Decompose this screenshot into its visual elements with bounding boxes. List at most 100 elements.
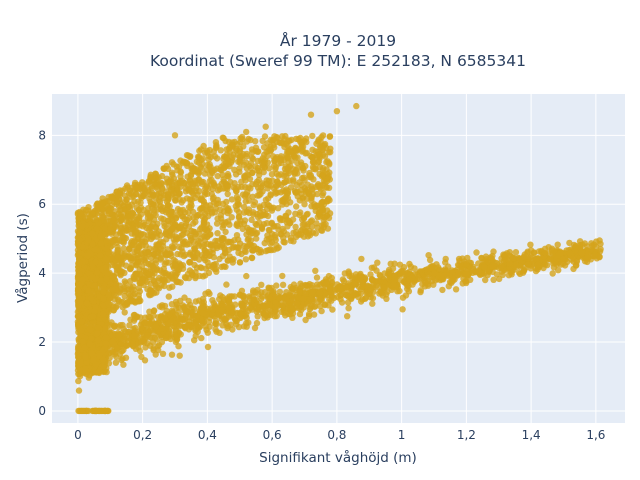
data-point bbox=[296, 289, 303, 296]
data-point bbox=[202, 252, 209, 259]
data-point bbox=[191, 167, 199, 175]
data-point bbox=[333, 108, 341, 115]
data-point bbox=[114, 192, 121, 199]
data-point bbox=[176, 352, 183, 359]
data-point bbox=[86, 213, 94, 221]
data-point bbox=[409, 281, 416, 288]
data-point bbox=[460, 275, 467, 282]
data-point bbox=[224, 172, 231, 180]
x-tick-label: 1,2 bbox=[457, 428, 476, 442]
data-point bbox=[236, 259, 244, 266]
data-point bbox=[493, 259, 501, 267]
data-point bbox=[213, 320, 220, 328]
data-point bbox=[481, 264, 488, 271]
data-point bbox=[229, 244, 236, 251]
data-point bbox=[520, 253, 527, 261]
data-point bbox=[357, 274, 364, 281]
data-point bbox=[75, 377, 82, 385]
data-point bbox=[316, 209, 323, 216]
data-point bbox=[122, 302, 129, 309]
data-point bbox=[216, 255, 223, 263]
data-point bbox=[179, 265, 187, 272]
data-point bbox=[235, 249, 242, 256]
data-point bbox=[178, 177, 186, 184]
data-point bbox=[152, 323, 159, 330]
data-point bbox=[243, 128, 250, 136]
data-point bbox=[279, 225, 286, 233]
data-point bbox=[147, 200, 155, 208]
data-point bbox=[207, 205, 214, 212]
data-point bbox=[374, 277, 382, 285]
data-point bbox=[238, 300, 246, 308]
data-point bbox=[141, 339, 148, 346]
data-point bbox=[572, 262, 580, 269]
data-point bbox=[89, 313, 97, 320]
data-point bbox=[105, 291, 112, 299]
data-point bbox=[238, 178, 245, 185]
data-point bbox=[407, 263, 415, 270]
data-point bbox=[157, 202, 164, 210]
data-point bbox=[493, 271, 501, 278]
data-point bbox=[138, 324, 145, 332]
data-point bbox=[490, 248, 497, 255]
data-point bbox=[242, 159, 250, 166]
data-point bbox=[268, 230, 276, 238]
data-point bbox=[399, 268, 406, 276]
data-point bbox=[344, 313, 351, 320]
data-point bbox=[146, 290, 153, 298]
y-tick-label: 4 bbox=[38, 266, 46, 280]
data-point bbox=[314, 224, 321, 231]
data-point bbox=[361, 295, 369, 302]
data-point bbox=[192, 298, 199, 305]
data-point bbox=[368, 264, 375, 271]
data-point bbox=[180, 158, 187, 165]
data-point bbox=[198, 304, 205, 312]
data-point bbox=[144, 332, 151, 339]
data-point bbox=[146, 245, 153, 252]
data-point bbox=[449, 278, 456, 285]
data-point bbox=[258, 295, 265, 302]
data-point bbox=[576, 238, 584, 245]
data-point bbox=[194, 328, 201, 335]
data-point bbox=[201, 201, 208, 208]
data-point bbox=[593, 238, 600, 245]
data-point bbox=[341, 270, 348, 277]
data-point bbox=[124, 221, 132, 229]
data-point bbox=[150, 346, 157, 354]
data-point bbox=[123, 227, 130, 234]
data-point bbox=[79, 407, 86, 415]
data-point bbox=[149, 234, 156, 241]
data-point bbox=[239, 191, 247, 198]
data-point bbox=[500, 251, 507, 258]
data-point bbox=[224, 190, 231, 198]
data-point bbox=[110, 291, 118, 298]
data-point bbox=[267, 192, 274, 199]
data-point bbox=[121, 309, 128, 316]
data-point bbox=[271, 133, 278, 140]
data-point bbox=[150, 192, 157, 199]
data-point bbox=[83, 358, 90, 366]
data-point bbox=[425, 270, 433, 278]
data-point bbox=[79, 276, 86, 283]
data-point bbox=[164, 165, 172, 172]
data-point bbox=[262, 123, 269, 130]
data-point bbox=[273, 242, 280, 249]
data-point bbox=[265, 285, 273, 292]
data-point bbox=[273, 170, 280, 177]
data-point bbox=[121, 285, 128, 293]
chart-title-line2: Koordinat (Sweref 99 TM): E 252183, N 65… bbox=[150, 52, 526, 70]
data-point bbox=[187, 232, 194, 239]
data-point bbox=[210, 194, 217, 201]
data-point bbox=[251, 324, 259, 332]
data-point bbox=[226, 207, 233, 215]
data-point bbox=[293, 303, 300, 310]
data-point bbox=[118, 348, 126, 355]
data-point bbox=[122, 333, 129, 341]
data-point bbox=[76, 372, 84, 380]
data-point bbox=[188, 162, 195, 169]
data-point bbox=[296, 179, 303, 186]
data-point bbox=[275, 180, 282, 187]
data-point bbox=[240, 292, 247, 300]
data-point bbox=[266, 145, 273, 153]
data-point bbox=[171, 221, 179, 228]
